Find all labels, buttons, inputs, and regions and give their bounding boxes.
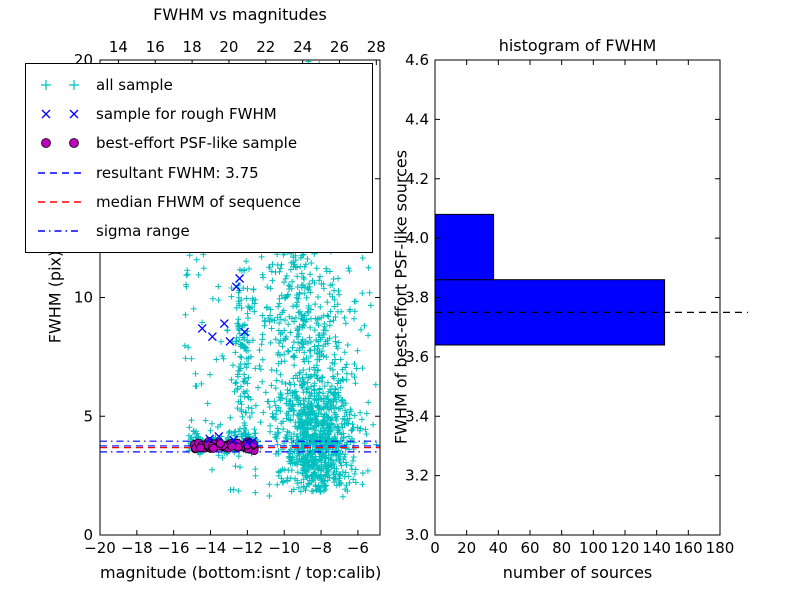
legend-label-sample-for-rough-fwhm: sample for rough FWHM bbox=[96, 104, 277, 123]
x-tick-label: 80 bbox=[552, 539, 571, 557]
top-tick-label: 24 bbox=[293, 38, 312, 56]
x-tick-label: 120 bbox=[611, 539, 640, 557]
legend-marker-dashed-icon bbox=[38, 171, 82, 174]
legend-marker-plus-icon bbox=[41, 79, 79, 90]
x-tick-label: −14 bbox=[195, 539, 227, 557]
y-tick-label: 4.4 bbox=[405, 110, 429, 128]
y-tick-label: 3.2 bbox=[405, 467, 429, 485]
legend-label-median-fhwm-of-sequence: median FHWM of sequence bbox=[96, 192, 301, 211]
histogram-bar bbox=[434, 213, 495, 281]
y-tick-label: 4.2 bbox=[405, 170, 429, 188]
left-chart-title: FWHM vs magnitudes bbox=[153, 5, 327, 24]
x-tick-label: 180 bbox=[706, 539, 735, 557]
legend-label-sigma-range: sigma range bbox=[96, 222, 190, 241]
legend: all sample sample for rough FWHM best-effo… bbox=[25, 63, 373, 253]
legend-item-median-fhwm-of-sequence: median FHWM of sequence bbox=[36, 193, 362, 211]
y-tick-label: 0 bbox=[83, 526, 93, 544]
legend-marker-circle-icon bbox=[41, 138, 79, 149]
x-tick-label: −18 bbox=[121, 539, 153, 557]
y-tick-label: 3.8 bbox=[405, 289, 429, 307]
right-chart-title: histogram of FWHM bbox=[498, 36, 657, 55]
legend-marker-dashdot-icon bbox=[38, 230, 82, 233]
left-xaxis-label: magnitude (bottom:isnt / top:calib) bbox=[100, 563, 382, 582]
y-tick-label: 3.6 bbox=[405, 348, 429, 366]
marker-glyph bbox=[41, 79, 79, 90]
legend-marker-x-icon bbox=[41, 109, 79, 119]
x-tick-label: 20 bbox=[457, 539, 476, 557]
right-yaxis-label: FWHM of best-effort PSF-like sources bbox=[391, 149, 411, 445]
legend-item-all-sample: all sample bbox=[36, 76, 362, 94]
legend-label-best-effort-psf-like-sample: best-effort PSF-like sample bbox=[96, 134, 298, 153]
psf-point bbox=[227, 441, 237, 451]
x-tick-label: −8 bbox=[310, 539, 332, 557]
left-yaxis-label: FWHM (pix) bbox=[45, 250, 65, 344]
psf-point bbox=[196, 443, 206, 453]
y-tick-label: 4.6 bbox=[405, 51, 429, 69]
x-tick-label: −12 bbox=[232, 539, 264, 557]
y-tick-label: 3.0 bbox=[405, 526, 429, 544]
top-tick-label: 16 bbox=[146, 38, 165, 56]
legend-item-sample-for-rough-fwhm: sample for rough FWHM bbox=[36, 105, 362, 123]
y-tick-label: 5 bbox=[83, 407, 93, 425]
top-tick-label: 26 bbox=[330, 38, 349, 56]
legend-label-resultant-fwhm-3-75: resultant FWHM: 3.75 bbox=[96, 163, 259, 182]
rough-fwhm-points bbox=[197, 274, 258, 447]
tick-labels: −20 −18 −16 −14 −12 −10 −8 −6 14 16 18 20 22 24 26 28 0 5… bbox=[74, 38, 734, 557]
marker-glyph bbox=[41, 138, 51, 149]
psf-point bbox=[209, 443, 218, 453]
psf-point bbox=[215, 439, 225, 449]
x-tick-label: 140 bbox=[642, 539, 671, 557]
y-tick-label: 4.0 bbox=[405, 229, 429, 247]
y-tick-label: 10 bbox=[74, 289, 93, 307]
right-xaxis-label: number of sources bbox=[502, 563, 653, 582]
legend-marker-dashed-icon bbox=[38, 201, 82, 203]
y-tick-label: 3.4 bbox=[405, 407, 429, 425]
legend-item-best-effort-psf-like-sample: best-effort PSF-like sample bbox=[36, 134, 362, 152]
marker-glyph bbox=[41, 109, 79, 119]
left-plot-area bbox=[100, 60, 380, 500]
legend-item-resultant-fwhm-3-75: resultant FWHM: 3.75 bbox=[36, 164, 362, 182]
legend-label-all-sample: all sample bbox=[96, 75, 173, 94]
x-tick-label: 100 bbox=[579, 539, 608, 557]
legend-item-sigma-range: sigma range bbox=[36, 222, 362, 240]
x-tick-label: −6 bbox=[347, 539, 369, 557]
top-tick-label: 14 bbox=[109, 38, 128, 56]
top-tick-label: 22 bbox=[256, 38, 275, 56]
x-tick-label: −16 bbox=[158, 539, 190, 557]
x-tick-label: 0 bbox=[430, 539, 440, 557]
x-tick-label: 60 bbox=[520, 539, 539, 557]
x-tick-label: −10 bbox=[268, 539, 300, 557]
x-tick-label: −20 bbox=[84, 539, 116, 557]
x-tick-label: 40 bbox=[489, 539, 508, 557]
x-tick-label: 160 bbox=[674, 539, 703, 557]
top-tick-label: 28 bbox=[367, 38, 386, 56]
top-tick-label: 20 bbox=[219, 38, 238, 56]
marker-glyph bbox=[69, 138, 79, 149]
top-tick-label: 18 bbox=[183, 38, 202, 56]
